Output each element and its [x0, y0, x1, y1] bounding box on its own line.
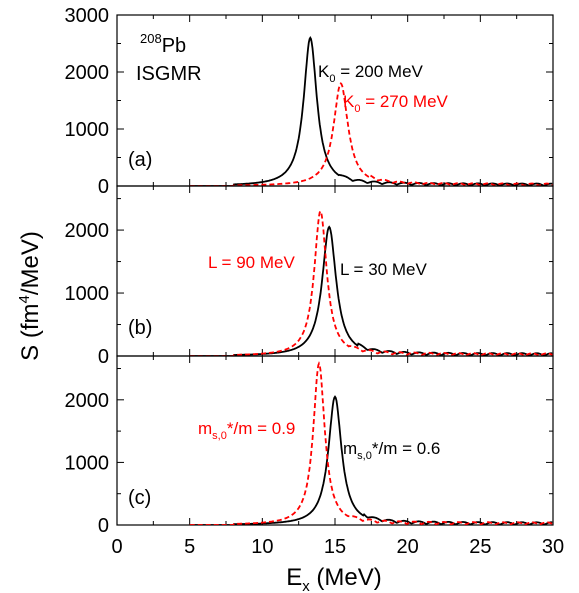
series-annotation: L = 30 MeV — [340, 260, 427, 279]
x-tick-label: 10 — [251, 536, 273, 558]
x-axis-tick-labels: 0 5 10 15 20 25 30 — [111, 536, 564, 558]
y-tick-label: 2000 — [65, 62, 110, 84]
series-line — [189, 209, 553, 356]
x-tick-label: 20 — [397, 536, 419, 558]
x-tick-label: 25 — [469, 536, 491, 558]
y-axis-label-main: S (fm — [17, 304, 44, 361]
nucleus-mass-number: 208 — [140, 31, 162, 46]
y-tick-label: 2000 — [65, 390, 110, 412]
x-tick-label: 30 — [542, 536, 564, 558]
y-axis-label-sup: 4 — [16, 295, 33, 303]
panel-label: (a) — [128, 149, 152, 171]
x-tick-label: 0 — [111, 536, 122, 558]
y-tick-label: 0 — [98, 176, 109, 198]
series-annotation: K0 = 270 MeV — [343, 92, 449, 115]
y-axis-label-unit: /MeV) — [17, 231, 44, 295]
series-annotation: ms,0*/m = 0.9 — [198, 419, 295, 442]
y-tick-label: 0 — [98, 515, 109, 537]
x-axis-label-main: E — [286, 564, 302, 591]
y-tick-label: 2000 — [65, 220, 110, 242]
x-axis-label-sub: x — [302, 578, 310, 593]
y-tick-label: 0 — [98, 346, 109, 368]
y-tick-label: 3000 — [65, 5, 110, 27]
panel-label: (c) — [128, 487, 151, 509]
series-line — [189, 225, 553, 356]
x-tick-label: 15 — [324, 536, 346, 558]
series-annotation: L = 90 MeV — [208, 253, 295, 272]
series-annotation: ms,0*/m = 0.6 — [343, 439, 440, 462]
panel-0: 0 1000 2000 3000 (a) 208Pb ISGMR K0 = 200 MeV K0… — [65, 5, 554, 198]
series-line — [189, 82, 553, 186]
x-tick-label: 5 — [184, 536, 195, 558]
x-axis-label-unit: (MeV) — [310, 564, 382, 591]
panel-frame — [116, 355, 554, 526]
panel-2: 0 1000 2000 (c) ms,0*/m = 0.9 ms,0*/m = 0.6 — [65, 355, 554, 537]
panel-1: 0 1000 2000 (b) L = 90 MeV L = 30 MeV — [65, 185, 554, 368]
x-axis-label: Ex (MeV) — [286, 564, 382, 593]
y-axis-label: S (fm4/MeV) — [16, 231, 44, 361]
panel-label: (b) — [128, 317, 152, 339]
series-annotation: K0 = 200 MeV — [318, 62, 424, 85]
nucleus-label: 208Pb — [140, 31, 186, 57]
series-line — [189, 36, 553, 186]
series-line — [189, 361, 553, 525]
mode-label: ISGMR — [136, 63, 202, 85]
nucleus-symbol: Pb — [162, 35, 186, 57]
y-tick-label: 1000 — [65, 452, 110, 474]
y-tick-label: 1000 — [65, 119, 110, 141]
y-tick-label: 1000 — [65, 283, 110, 305]
